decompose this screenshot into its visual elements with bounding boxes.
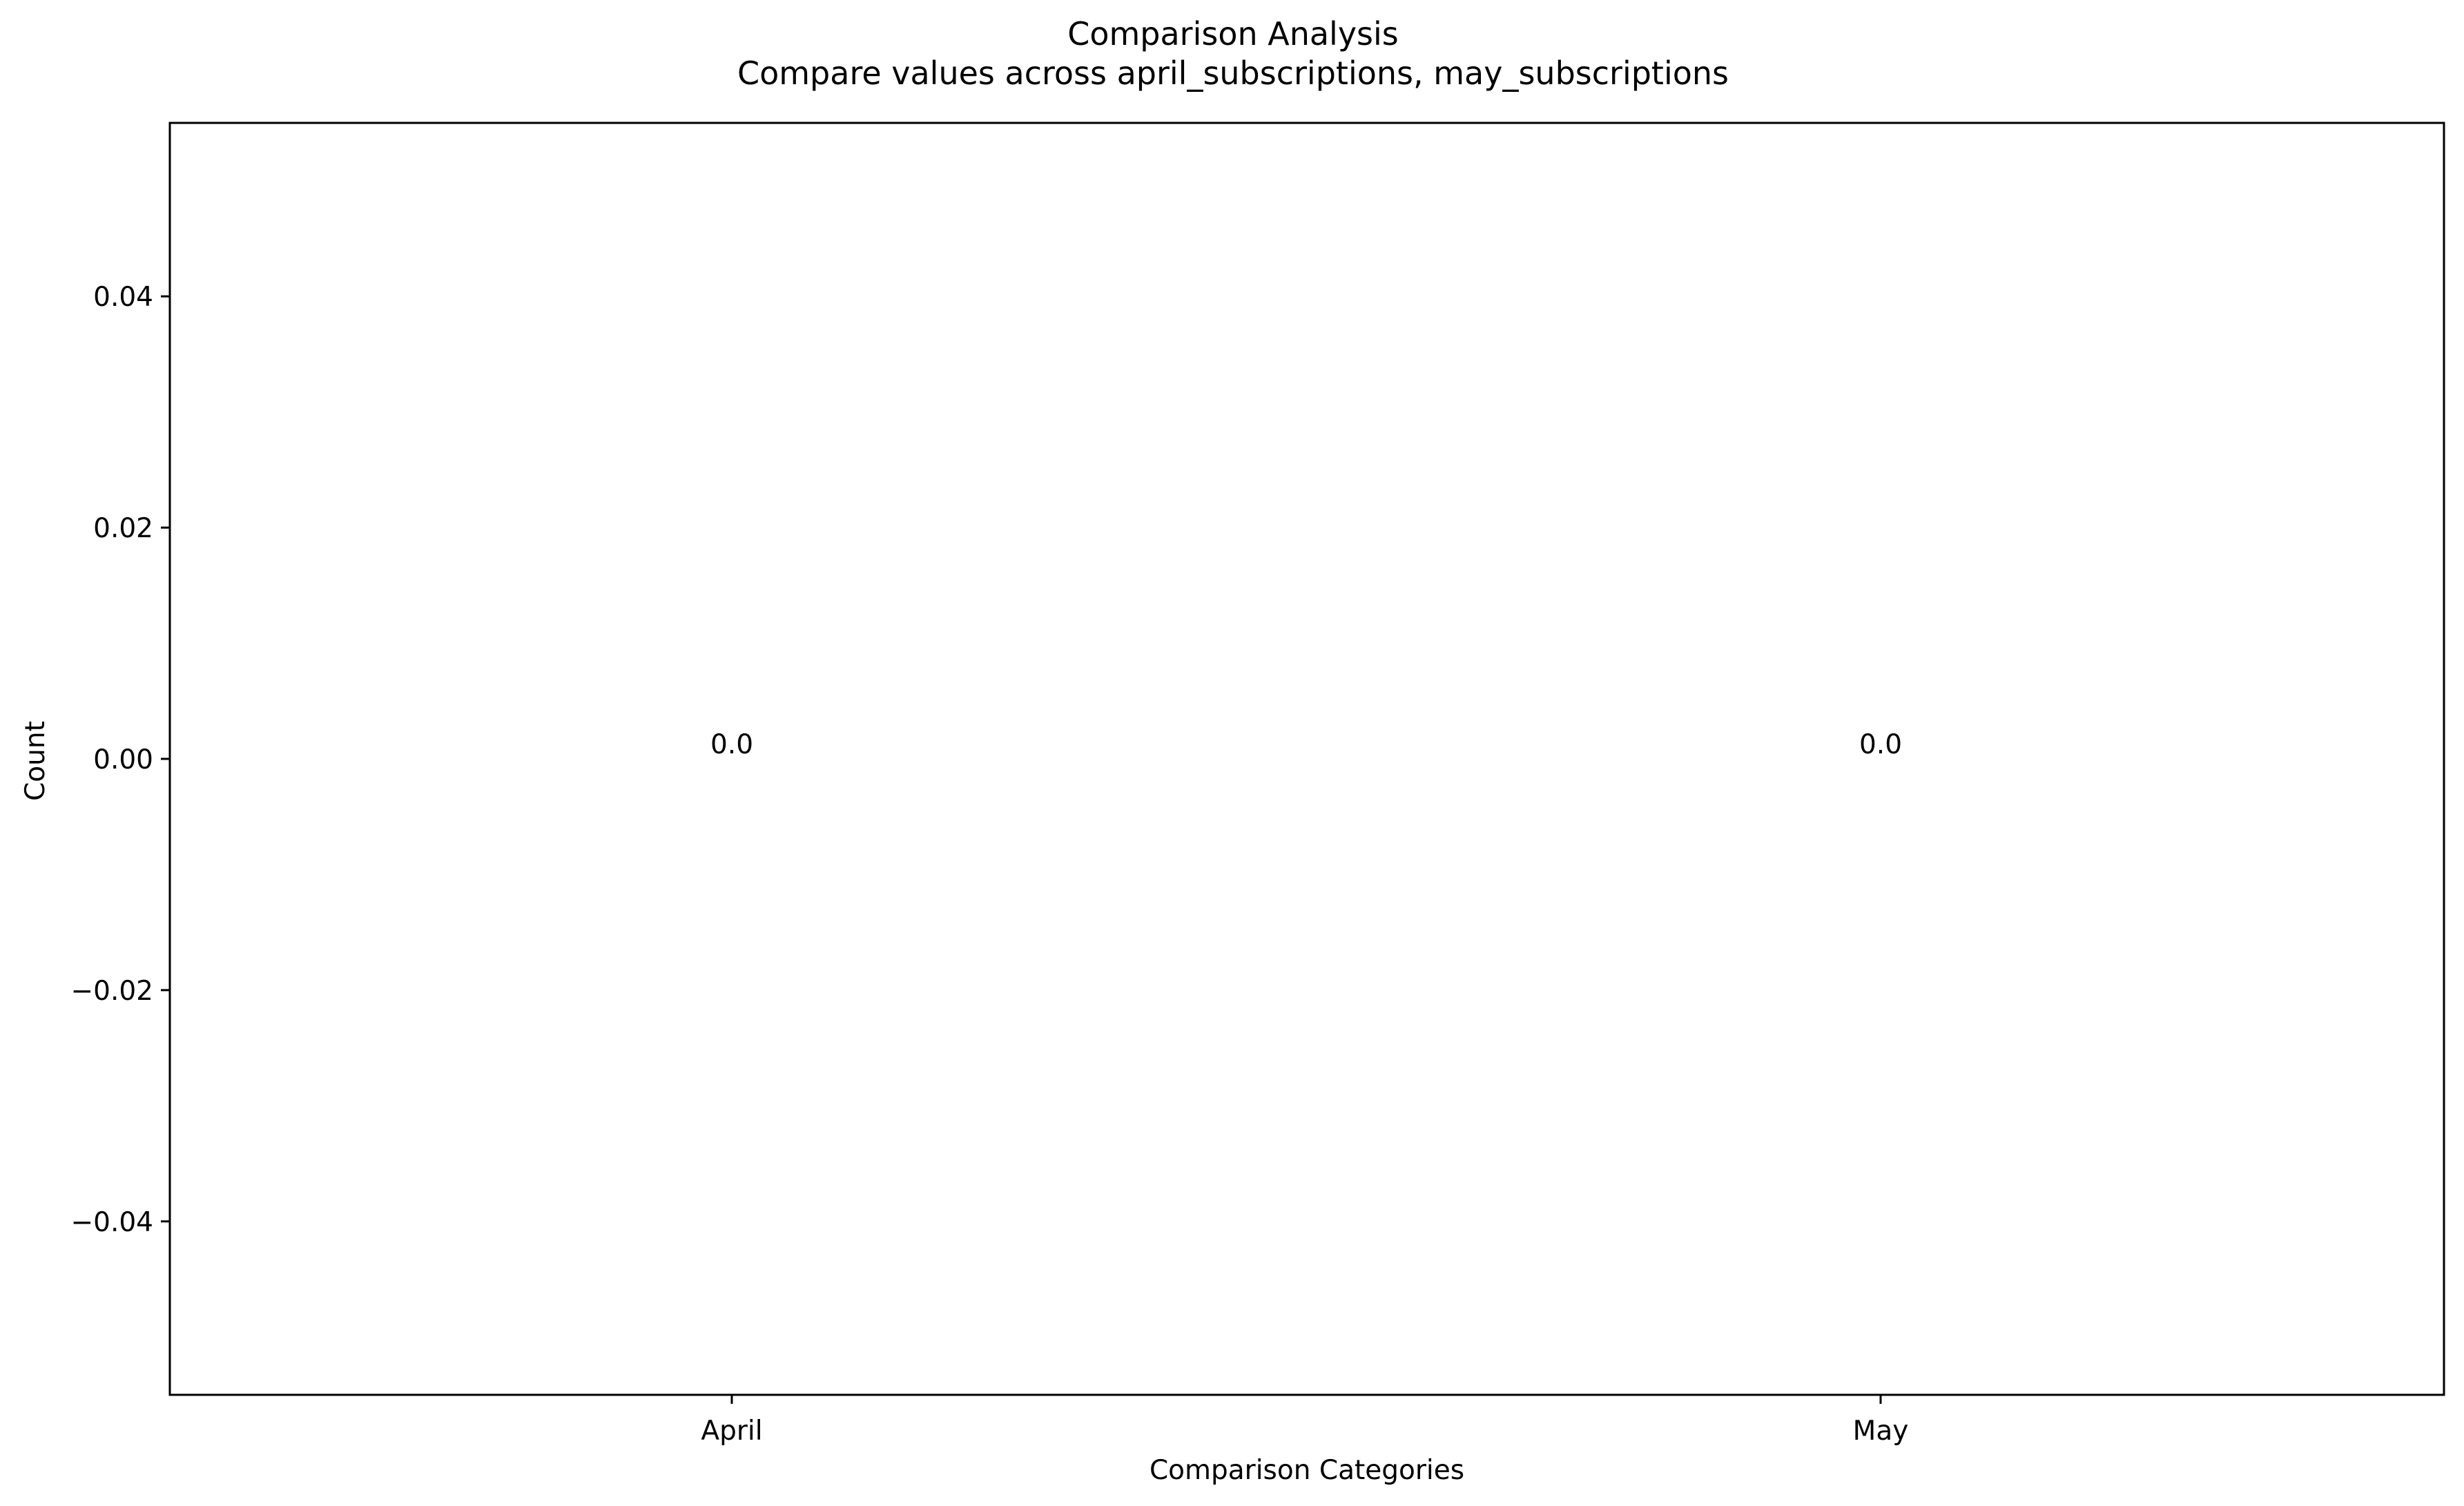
chart-title: Comparison Analysis [1067, 15, 1399, 52]
x-axis-ticks: April May [701, 1395, 1908, 1447]
plot-frame [168, 122, 2445, 1396]
x-tick-label-april: April [701, 1416, 762, 1447]
y-tick-label: 0.00 [93, 744, 153, 775]
data-label-april: 0.0 [710, 729, 753, 760]
data-label-may: 0.0 [1859, 729, 1902, 760]
y-axis-ticks: −0.04 −0.02 0.00 0.02 0.04 [70, 282, 170, 1238]
y-tick-label: −0.02 [70, 976, 153, 1007]
x-tick-label-may: May [1853, 1416, 1909, 1447]
y-axis-label: Count [20, 721, 51, 801]
y-tick-label: 0.02 [93, 513, 153, 544]
y-tick-label: 0.04 [93, 282, 153, 313]
chart-subtitle: Compare values across april_subscription… [737, 55, 1729, 92]
x-axis-label: Comparison Categories [1149, 1455, 1464, 1486]
data-labels: 0.0 0.0 [710, 729, 1902, 760]
y-tick-label: −0.04 [70, 1207, 153, 1238]
